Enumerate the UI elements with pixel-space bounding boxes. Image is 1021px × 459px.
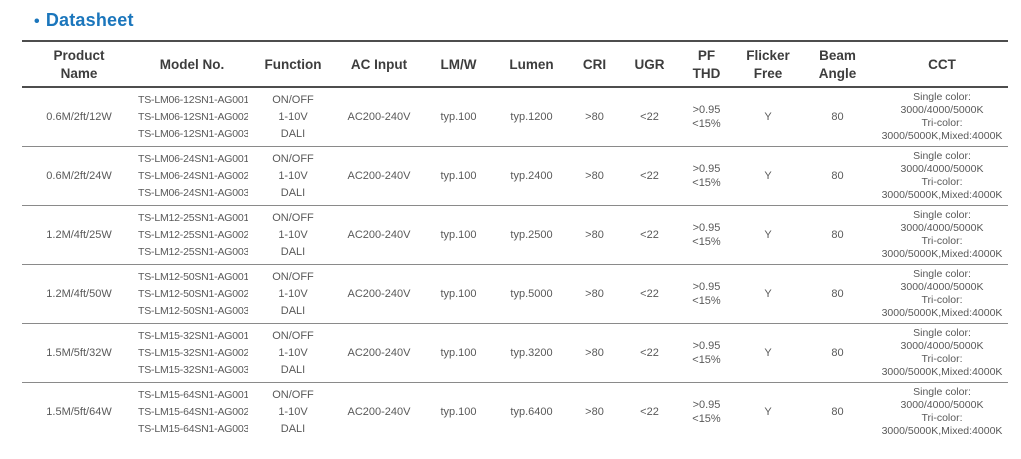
header-product-name: Product Name bbox=[53, 48, 105, 81]
table-row: 0.6M/2ft/24W TS-LM06-24SN1-AG001 TS-LM06-2… bbox=[22, 147, 1008, 206]
cell-ac-input: AC200-240V bbox=[347, 111, 411, 124]
section-title: • Datasheet bbox=[34, 10, 1021, 31]
cell-pf-thd: >0.95 <15% bbox=[692, 340, 721, 367]
cell-lm-w: typ.100 bbox=[440, 229, 477, 242]
cell-model-no: TS-LM15-32SN1-AG001 TS-LM15-32SN1-AG002 TS… bbox=[138, 329, 248, 376]
cell-lumen: typ.2400 bbox=[510, 170, 553, 183]
cell-lumen: typ.2500 bbox=[510, 229, 553, 242]
cell-beam-angle: 80 bbox=[831, 406, 844, 419]
cell-product-name: 0.6M/2ft/12W bbox=[46, 111, 112, 124]
cell-lm-w: typ.100 bbox=[440, 288, 477, 301]
cell-cri: >80 bbox=[585, 229, 604, 242]
cell-beam-angle: 80 bbox=[831, 229, 844, 242]
cell-function: ON/OFF 1-10V DALI bbox=[272, 93, 314, 140]
table-body: 0.6M/2ft/12W TS-LM06-12SN1-AG001 TS-LM06-1… bbox=[22, 87, 1008, 442]
table-header: Product Name Model No. Function AC Input LM/W… bbox=[22, 41, 1008, 88]
cell-ac-input: AC200-240V bbox=[347, 288, 411, 301]
cell-cct: Single color: 3000/4000/5000K Tri-color: 30… bbox=[881, 150, 1003, 202]
cell-flicker-free: Y bbox=[764, 288, 772, 301]
cell-pf-thd: >0.95 <15% bbox=[692, 222, 721, 249]
cell-beam-angle: 80 bbox=[831, 288, 844, 301]
cell-lumen: typ.3200 bbox=[510, 347, 553, 360]
header-cct: CCT bbox=[928, 56, 956, 72]
table-row: 1.5M/5ft/32W TS-LM15-32SN1-AG001 TS-LM15-3… bbox=[22, 324, 1008, 383]
cell-beam-angle: 80 bbox=[831, 170, 844, 183]
header-cri: CRI bbox=[582, 56, 607, 72]
cell-cct: Single color: 3000/4000/5000K Tri-color: 30… bbox=[881, 268, 1003, 320]
header-pf-thd: PF THD bbox=[692, 48, 721, 81]
cell-product-name: 0.6M/2ft/24W bbox=[46, 170, 112, 183]
table-row: 1.2M/4ft/50W TS-LM12-50SN1-AG001 TS-LM12-5… bbox=[22, 265, 1008, 324]
cell-cri: >80 bbox=[585, 406, 604, 419]
cell-cct: Single color: 3000/4000/5000K Tri-color: 30… bbox=[881, 209, 1003, 261]
cell-function: ON/OFF 1-10V DALI bbox=[272, 152, 314, 199]
cell-function: ON/OFF 1-10V DALI bbox=[272, 329, 314, 376]
header-ugr: UGR bbox=[634, 56, 665, 72]
cell-model-no: TS-LM06-24SN1-AG001 TS-LM06-24SN1-AG002 TS… bbox=[138, 152, 248, 199]
cell-ugr: <22 bbox=[640, 406, 659, 419]
cell-function: ON/OFF 1-10V DALI bbox=[272, 270, 314, 317]
cell-cri: >80 bbox=[585, 111, 604, 124]
cell-pf-thd: >0.95 <15% bbox=[692, 399, 721, 426]
cell-ugr: <22 bbox=[640, 288, 659, 301]
table-row: 1.2M/4ft/25W TS-LM12-25SN1-AG001 TS-LM12-2… bbox=[22, 206, 1008, 265]
cell-lm-w: typ.100 bbox=[440, 406, 477, 419]
cell-product-name: 1.5M/5ft/32W bbox=[46, 347, 112, 360]
cell-pf-thd: >0.95 <15% bbox=[692, 104, 721, 131]
header-model-no: Model No. bbox=[159, 56, 225, 72]
header-flicker-free: Flicker Free bbox=[746, 48, 790, 81]
cell-ac-input: AC200-240V bbox=[347, 229, 411, 242]
cell-ac-input: AC200-240V bbox=[347, 170, 411, 183]
cell-pf-thd: >0.95 <15% bbox=[692, 163, 721, 190]
cell-pf-thd: >0.95 <15% bbox=[692, 281, 721, 308]
header-ac-input: AC Input bbox=[350, 56, 408, 72]
header-function: Function bbox=[264, 56, 322, 72]
cell-flicker-free: Y bbox=[764, 347, 772, 360]
cell-cri: >80 bbox=[585, 288, 604, 301]
section-title-text: Datasheet bbox=[45, 10, 134, 30]
cell-model-no: TS-LM06-12SN1-AG001 TS-LM06-12SN1-AG002 TS… bbox=[138, 93, 248, 140]
cell-ac-input: AC200-240V bbox=[347, 406, 411, 419]
cell-product-name: 1.2M/4ft/50W bbox=[46, 288, 112, 301]
table-row: 1.5M/5ft/64W TS-LM15-64SN1-AG001 TS-LM15-6… bbox=[22, 383, 1008, 442]
cell-cct: Single color: 3000/4000/5000K Tri-color: 30… bbox=[881, 327, 1003, 379]
cell-model-no: TS-LM12-25SN1-AG001 TS-LM12-25SN1-AG002 TS… bbox=[138, 211, 248, 258]
cell-function: ON/OFF 1-10V DALI bbox=[272, 388, 314, 435]
cell-ugr: <22 bbox=[640, 229, 659, 242]
cell-cri: >80 bbox=[585, 170, 604, 183]
cell-flicker-free: Y bbox=[764, 406, 772, 419]
cell-lm-w: typ.100 bbox=[440, 170, 477, 183]
bullet-icon: • bbox=[34, 13, 40, 30]
cell-flicker-free: Y bbox=[764, 170, 772, 183]
header-beam-angle: Beam Angle bbox=[818, 48, 857, 81]
cell-model-no: TS-LM12-50SN1-AG001 TS-LM12-50SN1-AG002 TS… bbox=[138, 270, 248, 317]
cell-cct: Single color: 3000/4000/5000K Tri-color: 30… bbox=[881, 386, 1003, 438]
cell-flicker-free: Y bbox=[764, 111, 772, 124]
cell-flicker-free: Y bbox=[764, 229, 772, 242]
cell-ugr: <22 bbox=[640, 347, 659, 360]
datasheet-page: • Datasheet Product Name Model No. Function A… bbox=[0, 10, 1021, 459]
cell-cct: Single color: 3000/4000/5000K Tri-color: 30… bbox=[881, 91, 1003, 143]
cell-lumen: typ.1200 bbox=[510, 111, 553, 124]
cell-model-no: TS-LM15-64SN1-AG001 TS-LM15-64SN1-AG002 TS… bbox=[138, 388, 248, 435]
cell-product-name: 1.5M/5ft/64W bbox=[46, 406, 112, 419]
table-header-row: Product Name Model No. Function AC Input LM/W… bbox=[22, 41, 1008, 88]
cell-function: ON/OFF 1-10V DALI bbox=[272, 211, 314, 258]
table-row: 0.6M/2ft/12W TS-LM06-12SN1-AG001 TS-LM06-1… bbox=[22, 87, 1008, 147]
cell-lm-w: typ.100 bbox=[440, 347, 477, 360]
cell-product-name: 1.2M/4ft/25W bbox=[46, 229, 112, 242]
cell-lumen: typ.6400 bbox=[510, 406, 553, 419]
datasheet-table: Product Name Model No. Function AC Input LM/W… bbox=[22, 40, 1008, 442]
cell-lumen: typ.5000 bbox=[510, 288, 553, 301]
cell-beam-angle: 80 bbox=[831, 347, 844, 360]
cell-beam-angle: 80 bbox=[831, 111, 844, 124]
cell-lm-w: typ.100 bbox=[440, 111, 477, 124]
cell-cri: >80 bbox=[585, 347, 604, 360]
cell-ac-input: AC200-240V bbox=[347, 347, 411, 360]
header-lm-w: LM/W bbox=[440, 56, 477, 72]
cell-ugr: <22 bbox=[640, 170, 659, 183]
header-lumen: Lumen bbox=[509, 56, 554, 72]
cell-ugr: <22 bbox=[640, 111, 659, 124]
